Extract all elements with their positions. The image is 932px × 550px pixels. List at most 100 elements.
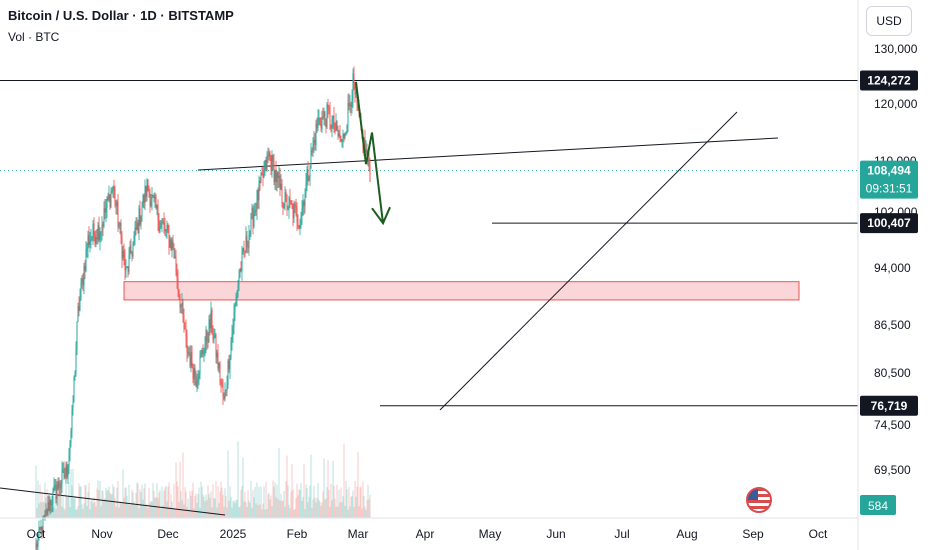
volume-bar: [191, 490, 193, 518]
volume-bar: [289, 508, 291, 518]
volume-bar: [322, 491, 324, 518]
candle-body: [197, 378, 199, 383]
us-flag-icon[interactable]: [745, 486, 773, 514]
volume-badge[interactable]: [860, 495, 896, 515]
volume-bar: [311, 507, 313, 518]
candle-body: [329, 110, 331, 126]
volume-bar: [240, 489, 242, 518]
volume-bar: [63, 507, 65, 518]
x-tick-label: Oct: [809, 527, 828, 541]
volume-bar: [290, 491, 292, 518]
candle-body: [228, 360, 230, 370]
x-tick-label: Sep: [742, 527, 764, 541]
volume-bar: [276, 484, 278, 518]
volume-bar: [183, 504, 185, 518]
upper-trendline[interactable]: [197, 137, 779, 171]
volume-bar: [221, 487, 223, 518]
candle-body: [202, 349, 204, 355]
volume-bar: [307, 502, 309, 518]
price-badge[interactable]: [860, 70, 918, 91]
candle-body: [87, 235, 89, 250]
volume-bar: [266, 509, 268, 518]
volume-bar: [249, 502, 251, 518]
volume-bar: [224, 488, 226, 518]
volume-bar: [72, 468, 74, 518]
candle-body: [200, 353, 202, 356]
volume-bar: [349, 506, 351, 518]
candle-body: [318, 117, 320, 119]
symbol-title[interactable]: Bitcoin / U.S. Dollar · 1D · BITSTAMP: [8, 8, 234, 23]
volume-bar: [254, 486, 256, 518]
candle-body: [145, 185, 147, 197]
volume-bar: [264, 509, 266, 518]
demand-zone[interactable]: [123, 281, 800, 301]
volume-bar: [361, 508, 363, 518]
candle-body: [192, 367, 194, 380]
volume-bar: [332, 460, 334, 518]
volume-bar: [341, 502, 343, 518]
volume-bar: [159, 490, 161, 518]
candle-body: [292, 204, 294, 218]
volume-bar: [223, 506, 225, 518]
candle-body: [183, 316, 185, 329]
volume-bar: [103, 499, 105, 518]
candle-body: [302, 201, 304, 208]
candle-body: [276, 172, 278, 183]
volume-indicator-label[interactable]: Vol · BTC: [8, 30, 60, 44]
candle-body: [44, 510, 46, 517]
candle-body: [291, 203, 293, 205]
candle-body: [42, 516, 44, 534]
candle-body: [85, 249, 87, 271]
candle-body: [208, 319, 210, 342]
volume-bar: [308, 496, 310, 518]
candle-body: [223, 396, 225, 399]
currency-button[interactable]: USD: [866, 6, 912, 36]
projection-arrow[interactable]: [355, 81, 384, 224]
volume-bar: [114, 498, 116, 518]
volume-bar: [335, 506, 337, 518]
price-badge[interactable]: [860, 395, 918, 416]
volume-bar: [83, 503, 85, 518]
volume-bar: [96, 488, 98, 518]
x-tick-label: Oct: [27, 527, 46, 541]
candle-body: [288, 197, 290, 209]
candle-body: [246, 235, 248, 247]
candle-body: [81, 278, 83, 283]
candle-body: [122, 250, 124, 259]
candle-body: [47, 501, 49, 515]
volume-bar: [202, 494, 204, 518]
candle-body: [266, 155, 268, 171]
candle-body: [185, 329, 187, 338]
descending-trendline[interactable]: [0, 487, 226, 516]
candle-body: [236, 295, 238, 299]
candle-body: [213, 337, 215, 340]
volume-bar: [354, 480, 356, 518]
volume-bar: [213, 498, 215, 518]
candle-body: [154, 196, 156, 199]
volume-bar: [175, 462, 177, 518]
candle-body: [283, 206, 285, 208]
candle-body: [262, 173, 264, 178]
volume-bar: [176, 481, 178, 518]
volume-bar: [291, 464, 293, 518]
candle-body: [286, 195, 288, 210]
rising-trendline[interactable]: [439, 111, 738, 411]
candle-body: [103, 208, 105, 226]
candle-body: [179, 294, 181, 308]
candle-body: [364, 138, 366, 153]
volume-bar: [318, 499, 320, 518]
candle-body: [279, 175, 281, 190]
candle-body: [49, 499, 51, 512]
volume-bar: [53, 507, 55, 518]
chart-legend: Bitcoin / U.S. Dollar · 1D · BITSTAMP Vo…: [8, 7, 234, 46]
candle-body: [307, 169, 309, 181]
price-badge[interactable]: [860, 213, 918, 234]
volume-bar: [151, 501, 153, 518]
candle-body: [120, 223, 122, 238]
candle-body: [100, 231, 102, 233]
price-badge[interactable]: [860, 160, 918, 199]
candle-body: [166, 224, 168, 230]
volume-bar: [252, 490, 254, 518]
candle-body: [165, 229, 167, 232]
